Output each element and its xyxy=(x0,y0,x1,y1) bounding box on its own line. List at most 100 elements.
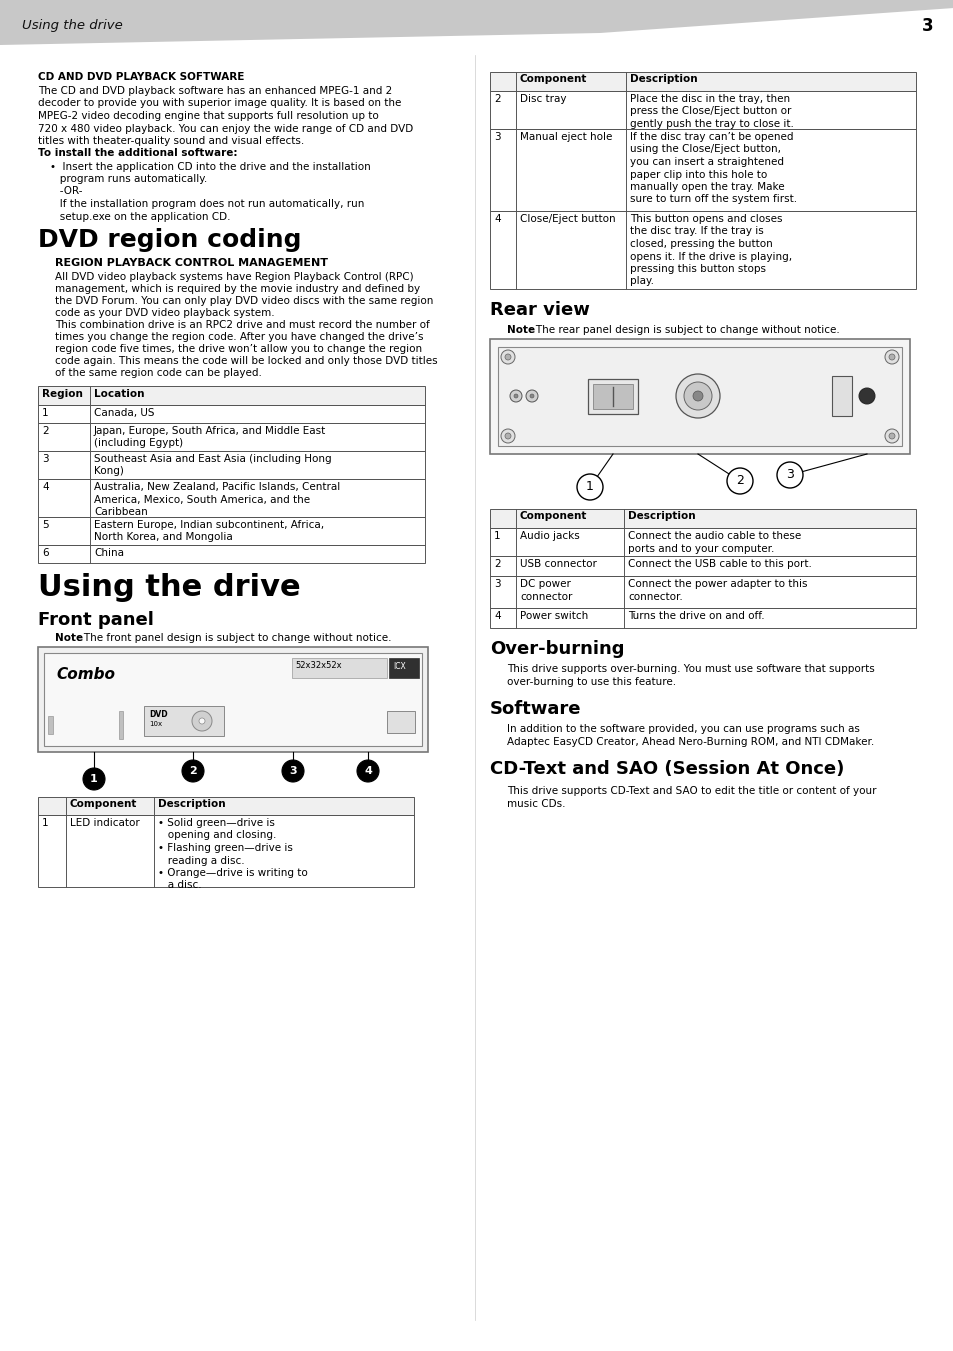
Text: America, Mexico, South America, and the: America, Mexico, South America, and the xyxy=(94,494,310,504)
Text: • Flashing green—drive is: • Flashing green—drive is xyxy=(158,843,293,852)
Text: manually open the tray. Make: manually open the tray. Make xyxy=(629,182,783,192)
Text: setup.exe on the application CD.: setup.exe on the application CD. xyxy=(50,212,231,222)
Text: If the installation program does not run automatically, run: If the installation program does not run… xyxy=(50,199,364,209)
Bar xyxy=(490,91,915,128)
Text: CD-Text and SAO (Session At Once): CD-Text and SAO (Session At Once) xyxy=(490,761,843,778)
Bar xyxy=(497,347,901,446)
Text: ICX: ICX xyxy=(393,662,405,671)
Text: Using the drive: Using the drive xyxy=(22,19,123,32)
Circle shape xyxy=(514,394,517,399)
Text: Power switch: Power switch xyxy=(519,611,588,621)
Bar xyxy=(38,386,424,405)
Bar xyxy=(490,528,915,557)
Text: 2: 2 xyxy=(494,95,500,104)
Bar xyxy=(387,711,415,734)
Text: If the disc tray can’t be opened: If the disc tray can’t be opened xyxy=(629,132,793,142)
Text: sure to turn off the system first.: sure to turn off the system first. xyxy=(629,195,797,204)
Text: All DVD video playback systems have Region Playback Control (RPC): All DVD video playback systems have Regi… xyxy=(55,272,414,282)
Text: connector.: connector. xyxy=(627,592,682,603)
Text: •  Insert the application CD into the drive and the installation: • Insert the application CD into the dri… xyxy=(50,162,371,172)
Text: Description: Description xyxy=(627,511,695,521)
Text: Connect the power adapter to this: Connect the power adapter to this xyxy=(627,580,806,589)
Text: LED indicator: LED indicator xyxy=(70,817,139,828)
Text: play.: play. xyxy=(629,277,654,286)
Text: This button opens and closes: This button opens and closes xyxy=(629,213,781,224)
Text: 720 x 480 video playback. You can enjoy the wide range of CD and DVD: 720 x 480 video playback. You can enjoy … xyxy=(38,123,413,134)
Text: DC power: DC power xyxy=(519,580,570,589)
Circle shape xyxy=(504,354,511,359)
Text: 3: 3 xyxy=(785,469,793,481)
Bar xyxy=(144,707,224,736)
Text: Software: Software xyxy=(490,700,581,717)
Text: 5: 5 xyxy=(42,520,49,530)
Text: press the Close/Eject button or: press the Close/Eject button or xyxy=(629,107,791,116)
Text: using the Close/Eject button,: using the Close/Eject button, xyxy=(629,145,781,154)
Text: 4: 4 xyxy=(364,766,372,775)
Text: times you change the region code. After you have changed the drive’s: times you change the region code. After … xyxy=(55,332,423,342)
Text: Eastern Europe, Indian subcontinent, Africa,: Eastern Europe, Indian subcontinent, Afr… xyxy=(94,520,324,530)
Bar xyxy=(38,544,424,563)
Bar xyxy=(38,797,414,815)
Text: Over-burning: Over-burning xyxy=(490,640,624,658)
Circle shape xyxy=(510,390,521,403)
Text: • Solid green—drive is: • Solid green—drive is xyxy=(158,817,274,828)
Text: Australia, New Zealand, Pacific Islands, Central: Australia, New Zealand, Pacific Islands,… xyxy=(94,482,340,492)
Circle shape xyxy=(888,354,894,359)
Bar xyxy=(38,815,414,888)
Text: Connect the USB cable to this port.: Connect the USB cable to this port. xyxy=(627,559,811,569)
Text: 3: 3 xyxy=(922,18,933,35)
Text: 3: 3 xyxy=(42,454,49,463)
Text: Combo: Combo xyxy=(56,667,115,682)
Text: connector: connector xyxy=(519,592,572,603)
Bar xyxy=(119,711,123,739)
Text: titles with theater-quality sound and visual effects.: titles with theater-quality sound and vi… xyxy=(38,136,304,146)
Text: the DVD Forum. You can only play DVD video discs with the same region: the DVD Forum. You can only play DVD vid… xyxy=(55,296,433,305)
Text: over-burning to use this feature.: over-burning to use this feature. xyxy=(506,677,676,688)
Text: Close/Eject button: Close/Eject button xyxy=(519,213,615,224)
Circle shape xyxy=(182,761,204,782)
Bar xyxy=(490,128,915,211)
Text: region code five times, the drive won’t allow you to change the region: region code five times, the drive won’t … xyxy=(55,345,421,354)
Text: -OR-: -OR- xyxy=(50,186,82,196)
Text: 1: 1 xyxy=(585,481,594,493)
Bar xyxy=(587,380,638,413)
Text: CD AND DVD PLAYBACK SOFTWARE: CD AND DVD PLAYBACK SOFTWARE xyxy=(38,72,244,82)
Text: 2: 2 xyxy=(42,426,49,436)
Text: code again. This means the code will be locked and only those DVD titles: code again. This means the code will be … xyxy=(55,357,437,366)
Text: North Korea, and Mongolia: North Korea, and Mongolia xyxy=(94,532,233,543)
Text: 3: 3 xyxy=(494,580,500,589)
Bar xyxy=(38,480,424,517)
Text: Component: Component xyxy=(519,74,587,84)
Circle shape xyxy=(683,382,711,409)
Bar xyxy=(490,557,915,576)
Text: USB connector: USB connector xyxy=(519,559,597,569)
Circle shape xyxy=(884,430,898,443)
Circle shape xyxy=(504,434,511,439)
Text: Manual eject hole: Manual eject hole xyxy=(519,132,612,142)
Text: 1: 1 xyxy=(42,817,49,828)
Text: Front panel: Front panel xyxy=(38,611,153,630)
Text: 4: 4 xyxy=(494,213,500,224)
Text: Turns the drive on and off.: Turns the drive on and off. xyxy=(627,611,763,621)
Text: 3: 3 xyxy=(289,766,296,775)
Text: REGION PLAYBACK CONTROL MANAGEMENT: REGION PLAYBACK CONTROL MANAGEMENT xyxy=(55,258,328,267)
Bar xyxy=(490,509,915,528)
Bar xyxy=(38,423,424,451)
Text: a disc.: a disc. xyxy=(158,881,201,890)
Text: Note: Note xyxy=(506,326,535,335)
Text: The CD and DVD playback software has an enhanced MPEG-1 and 2: The CD and DVD playback software has an … xyxy=(38,86,392,96)
Text: 6: 6 xyxy=(42,549,49,558)
Circle shape xyxy=(726,467,752,494)
Circle shape xyxy=(884,350,898,363)
Text: 2: 2 xyxy=(736,474,743,488)
Text: Audio jacks: Audio jacks xyxy=(519,531,579,540)
Circle shape xyxy=(500,430,515,443)
Text: Canada, US: Canada, US xyxy=(94,408,154,417)
Text: Disc tray: Disc tray xyxy=(519,95,566,104)
Text: the disc tray. If the tray is: the disc tray. If the tray is xyxy=(629,227,763,236)
Bar xyxy=(490,211,915,289)
Text: Note: Note xyxy=(55,634,83,643)
Text: decoder to provide you with superior image quality. It is based on the: decoder to provide you with superior ima… xyxy=(38,99,401,108)
Text: reading a disc.: reading a disc. xyxy=(158,855,244,866)
Text: pressing this button stops: pressing this button stops xyxy=(629,263,765,274)
